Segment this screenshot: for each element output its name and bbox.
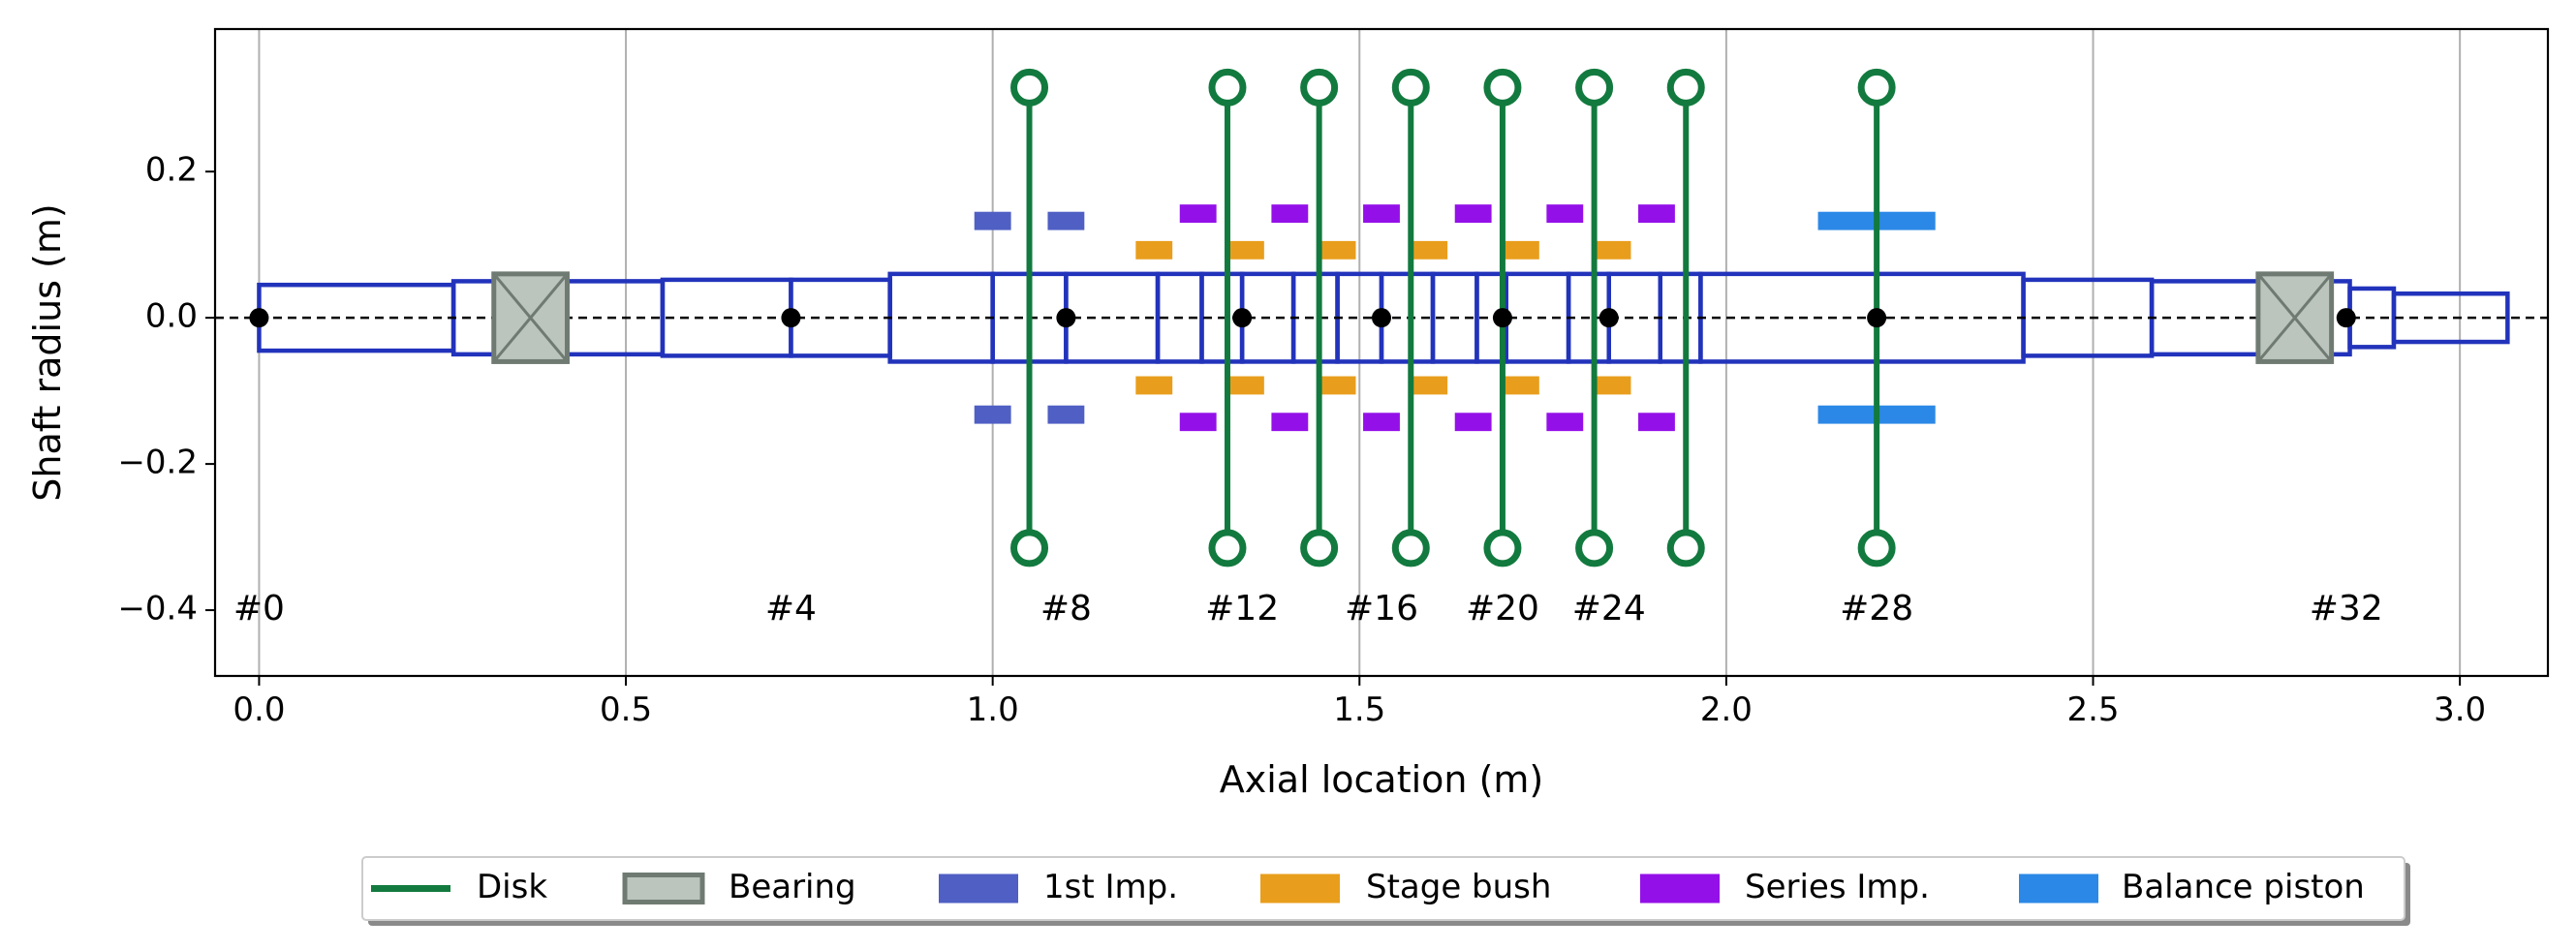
legend-handle-patch [1260, 873, 1340, 904]
node-point [1867, 308, 1887, 328]
stage-bush-block [1502, 240, 1539, 260]
series-impeller-block [1363, 413, 1400, 432]
y-tick-label: 0.2 [145, 151, 198, 190]
first-impeller-block [1047, 405, 1085, 424]
node-point [1056, 308, 1076, 328]
stage-bush-block [1502, 376, 1539, 395]
node-label: #28 [1840, 589, 1913, 628]
node-point [781, 308, 801, 328]
bearing-cross [492, 272, 569, 363]
legend-label: Stage bush [1366, 868, 1551, 906]
first-impeller-block [1047, 211, 1085, 230]
disk-tip [1208, 68, 1247, 107]
node-label: #32 [2310, 589, 2383, 628]
legend-handle-bearing [622, 873, 705, 904]
stage-bush-block [1226, 240, 1264, 260]
node-point [2336, 308, 2356, 328]
disk-tip [1010, 68, 1049, 107]
plot-frame [213, 27, 2550, 678]
node-point [1372, 308, 1391, 328]
series-impeller-block [1271, 413, 1309, 432]
stage-bush-block [1319, 376, 1356, 395]
stage-bush-block [1411, 376, 1448, 395]
y-tick-label: −0.4 [117, 590, 198, 628]
stage-bush-block [1226, 376, 1264, 395]
disk-tip [1483, 529, 1522, 567]
disk-tip [1857, 68, 1896, 107]
disk-tip [1666, 68, 1705, 107]
legend-label: Bearing [729, 868, 856, 906]
stage-bush-block [1411, 240, 1448, 260]
series-impeller-block [1638, 413, 1675, 432]
first-impeller-block [974, 211, 1011, 230]
x-tick-label: 1.0 [967, 690, 1019, 729]
x-tick-label: 1.5 [1333, 690, 1385, 729]
series-impeller-block [1271, 204, 1309, 224]
disk-tip [1300, 68, 1339, 107]
node-point [1492, 308, 1512, 328]
series-impeller-block [1179, 204, 1217, 224]
stage-bush-block [1319, 240, 1356, 260]
series-impeller-block [1546, 413, 1584, 432]
first-impeller-block [974, 405, 1011, 424]
legend-label: Balance piston [2122, 868, 2365, 906]
stage-bush-block [1594, 376, 1631, 395]
node-label: #12 [1205, 589, 1279, 628]
node-point [1598, 308, 1619, 328]
node-label: #20 [1466, 589, 1539, 628]
series-impeller-block [1454, 413, 1492, 432]
disk-tip [1208, 529, 1247, 567]
legend-label: 1st Imp. [1043, 868, 1178, 906]
legend: Disk Bearing 1st Imp. Stage bush Series Imp.… [361, 856, 2410, 926]
legend-handle-patch [939, 873, 1018, 904]
legend-label: Disk [477, 868, 547, 906]
x-tick-label: 2.0 [1700, 690, 1753, 729]
disk-tip [1300, 529, 1339, 567]
disk-tip [1483, 68, 1522, 107]
disk-tip [1391, 68, 1430, 107]
legend-handle-patch [1640, 873, 1720, 904]
series-impeller-block [1179, 413, 1217, 432]
x-tick-label: 3.0 [2434, 690, 2486, 729]
node-label: #16 [1345, 589, 1418, 628]
disk-tip [1857, 529, 1896, 567]
x-tick-label: 0.0 [233, 690, 285, 729]
x-tick-label: 2.5 [2066, 690, 2119, 729]
disk-tip [1666, 529, 1705, 567]
node-label: #24 [1572, 589, 1646, 628]
node-point [1232, 308, 1253, 328]
stage-bush-block [1594, 240, 1631, 260]
disk-tip [1391, 529, 1430, 567]
disk-tip [1575, 529, 1614, 567]
shaft-element [2391, 291, 2510, 345]
disk-tip [1010, 529, 1049, 567]
series-impeller-block [1454, 204, 1492, 224]
node-label: #4 [765, 589, 817, 628]
node-point [249, 308, 269, 328]
plot-area: #0 #4 #8 #12 #16 #20 #24 #28 #32 [215, 68, 2548, 628]
disk-tip [1575, 68, 1614, 107]
x-tick-label: 0.5 [600, 690, 652, 729]
bearing-cross [2256, 272, 2333, 363]
legend-handle-patch [2019, 873, 2098, 904]
node-label: #0 [233, 589, 285, 628]
y-tick-label: 0.0 [145, 297, 198, 336]
series-impeller-block [1546, 204, 1584, 224]
series-impeller-block [1638, 204, 1675, 224]
series-impeller-block [1363, 204, 1400, 224]
y-axis-label: Shaft radius (m) [26, 203, 69, 501]
node-label: #8 [1040, 589, 1092, 628]
x-axis-label: Axial location (m) [1220, 758, 1544, 801]
y-tick-label: −0.2 [117, 444, 198, 482]
stage-bush-block [1135, 240, 1173, 260]
legend-label: Series Imp. [1745, 868, 1930, 906]
stage-bush-block [1135, 376, 1173, 395]
axis-ticks: 0.0 0.5 1.0 1.5 2.0 2.5 3.0 0.2 0.0 −0.2 −0.4 [117, 151, 2486, 729]
legend-box [361, 856, 2405, 921]
